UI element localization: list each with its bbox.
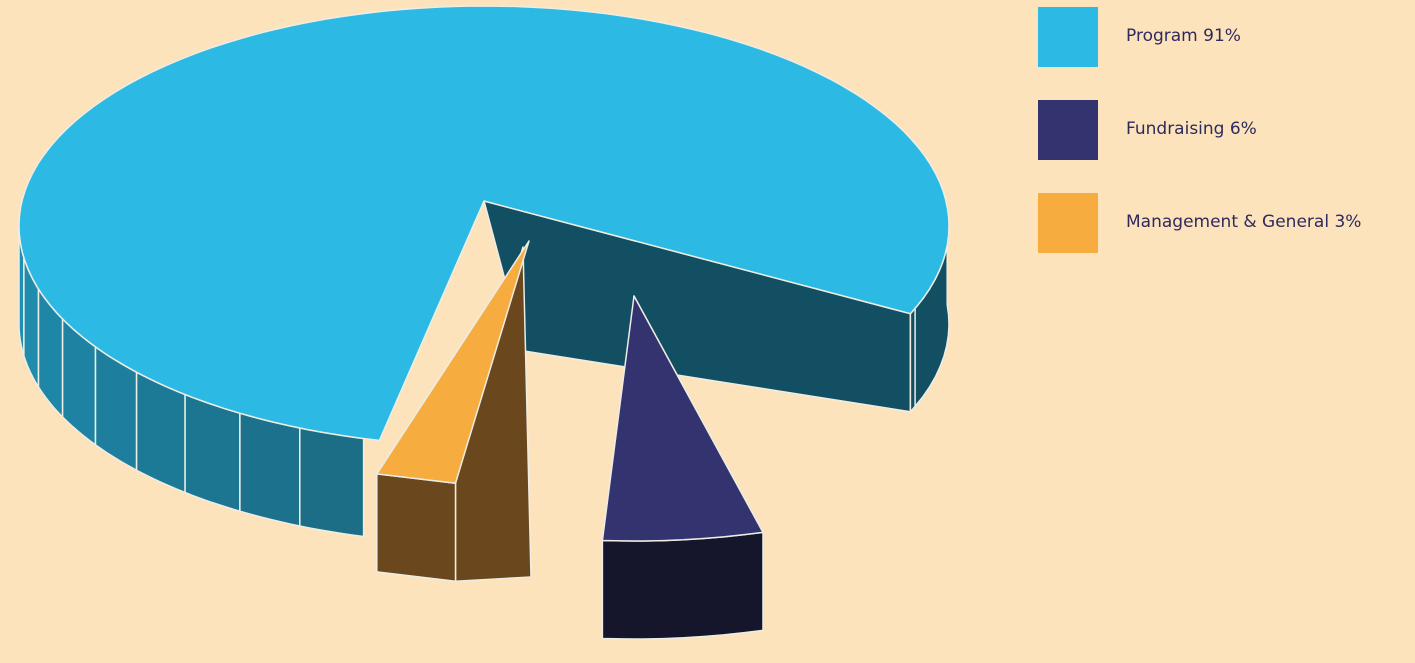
legend-item-fundraising: Fundraising 6% xyxy=(1038,100,1408,160)
management-general-top xyxy=(376,240,530,484)
fundraising-front xyxy=(601,531,764,640)
pie-slice-management-general xyxy=(376,240,532,582)
legend-label-program: Program 91% xyxy=(1126,26,1241,46)
pie-slice-program xyxy=(18,5,950,538)
legend-swatch-management-general xyxy=(1038,193,1098,253)
program-side-band xyxy=(239,412,301,527)
program-side-band xyxy=(184,393,241,512)
legend-swatch-program xyxy=(1038,7,1098,67)
pie-slice-fundraising xyxy=(601,295,764,640)
program-side-band xyxy=(299,427,365,538)
management-general-front xyxy=(376,473,457,582)
fundraising-top xyxy=(601,295,764,542)
legend-label-fundraising: Fundraising 6% xyxy=(1126,119,1257,139)
program-top xyxy=(18,5,950,442)
legend-label-management-general: Management & General 3% xyxy=(1126,212,1362,232)
legend-swatch-fundraising xyxy=(1038,100,1098,160)
legend-item-management-general: Management & General 3% xyxy=(1038,193,1408,253)
legend-item-program: Program 91% xyxy=(1038,7,1408,67)
legend: Program 91% Fundraising 6% Management & … xyxy=(1038,7,1408,286)
